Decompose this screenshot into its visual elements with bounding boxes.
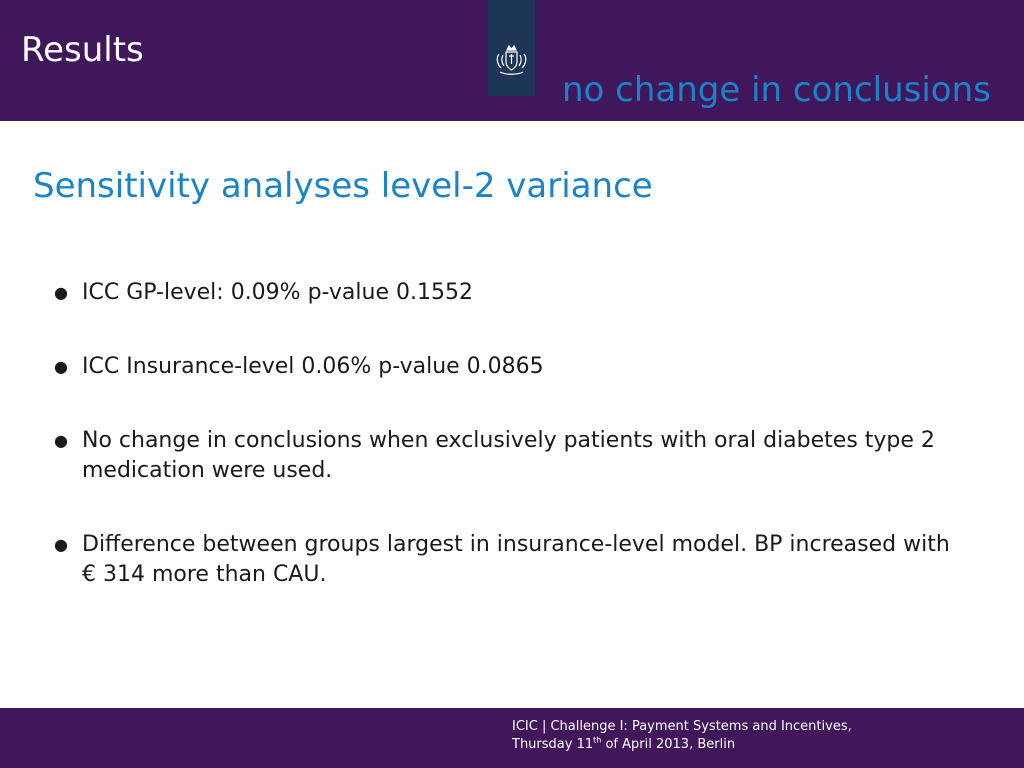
footer-date-suffix: th (593, 735, 602, 745)
bullet-text: ICC Insurance-level 0.06% p-value 0.0865 (82, 354, 544, 379)
slide-heading: Sensitivity analyses level-2 variance (33, 166, 653, 206)
footer-line-1: ICIC | Challenge I: Payment Systems and … (512, 719, 852, 734)
slide-subtitle: no change in conclusions (562, 70, 991, 110)
bullet-dot-icon: ● (54, 431, 68, 450)
footer-line-2: Thursday 11th of April 2013, Berlin (512, 736, 852, 754)
footer-bar: ICIC | Challenge I: Payment Systems and … (0, 708, 1024, 768)
bullet-dot-icon: ● (54, 357, 68, 376)
section-title: Results (21, 30, 144, 70)
bullet-text: Difference between groups largest in ins… (82, 532, 950, 587)
royal-coat-of-arms-icon (496, 44, 527, 75)
bullet-text: ICC GP-level: 0.09% p-value 0.1552 (82, 280, 473, 305)
bullet-item: ● Difference between groups largest in i… (54, 530, 954, 590)
bullet-item: ● ICC GP-level: 0.09% p-value 0.1552 (54, 278, 954, 308)
bullet-list: ● ICC GP-level: 0.09% p-value 0.1552 ● I… (54, 278, 954, 634)
footer-text: ICIC | Challenge I: Payment Systems and … (512, 718, 852, 754)
bullet-item: ● ICC Insurance-level 0.06% p-value 0.08… (54, 352, 954, 382)
header-bar: Results no change in conclusions (0, 0, 1024, 121)
bullet-text: No change in conclusions when exclusivel… (82, 428, 935, 483)
footer-date-rest: of April 2013, Berlin (601, 737, 736, 752)
bullet-item: ● No change in conclusions when exclusiv… (54, 426, 954, 486)
emblem-strip (488, 0, 535, 96)
bullet-dot-icon: ● (54, 283, 68, 302)
bullet-dot-icon: ● (54, 535, 68, 554)
footer-date-prefix: Thursday 11 (512, 737, 594, 752)
